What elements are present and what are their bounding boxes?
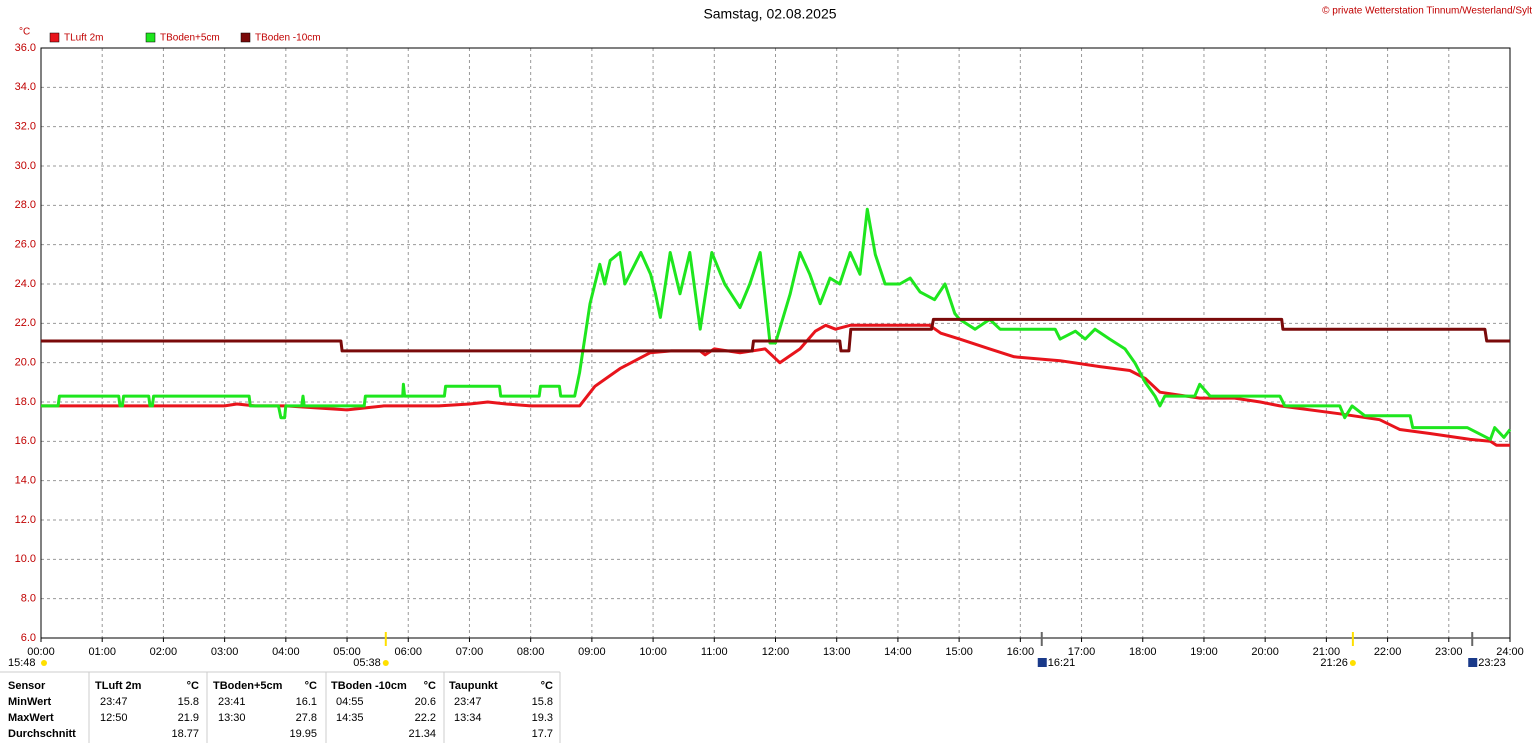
x-tick-label: 07:00	[456, 646, 484, 658]
table-time: 12:50	[100, 712, 128, 724]
y-tick-label: 16.0	[15, 435, 36, 447]
x-tick-label: 05:00	[333, 646, 361, 658]
x-tick-label: 11:00	[701, 646, 728, 658]
y-tick-label: 28.0	[15, 199, 36, 211]
legend-swatch	[145, 32, 156, 43]
x-tick-label: 06:00	[394, 646, 422, 658]
x-tick-label: 21:00	[1313, 646, 1341, 658]
y-tick-label: 12.0	[15, 514, 36, 526]
y-tick-label: 34.0	[15, 81, 36, 93]
table-time: 23:47	[454, 696, 482, 708]
x-tick-label: 24:00	[1496, 646, 1524, 658]
table-time: 04:55	[336, 696, 364, 708]
y-axis-unit: °C	[19, 27, 30, 38]
legend-swatch	[49, 32, 60, 43]
x-tick-label: 13:00	[823, 646, 851, 658]
table-time: 13:30	[218, 712, 246, 724]
x-tick-label: 17:00	[1068, 646, 1096, 658]
legend-label: TBoden -10cm	[255, 33, 321, 44]
moon-icon	[1037, 658, 1047, 667]
x-tick-label: 19:00	[1190, 646, 1218, 658]
table-value: 21.9	[178, 712, 199, 724]
sun-icon	[41, 660, 47, 666]
x-tick-label: 14:00	[884, 646, 912, 658]
table-value: 17.7	[532, 728, 553, 740]
table-header: TLuft 2m	[95, 680, 142, 692]
row-label: MinWert	[8, 696, 52, 708]
y-tick-label: 32.0	[15, 121, 36, 133]
sun-icon	[382, 660, 389, 666]
table-header: TBoden+5cm	[213, 680, 283, 692]
legend-label: TBoden+5cm	[160, 33, 220, 44]
y-tick-label: 20.0	[15, 357, 36, 369]
table-time: 13:34	[454, 712, 482, 724]
x-tick-label: 20:00	[1251, 646, 1279, 658]
table-value: 15.8	[178, 696, 199, 708]
table-value: 20.6	[415, 696, 436, 708]
table-time: 14:35	[336, 712, 364, 724]
table-value: 16.1	[296, 696, 317, 708]
moon-icon	[1468, 658, 1478, 667]
x-tick-label: 02:00	[150, 646, 178, 658]
x-tick-label: 08:00	[517, 646, 545, 658]
table-value: 21.34	[408, 728, 436, 740]
chart-title: Samstag, 02.08.2025	[703, 6, 836, 22]
table-value: 22.2	[415, 712, 436, 724]
legend-swatch	[240, 32, 251, 43]
legend-label: TLuft 2m	[64, 33, 103, 44]
row-label: Durchschnitt	[8, 728, 76, 740]
table-value: 18.77	[171, 728, 199, 740]
day-length: 15:48	[8, 657, 36, 669]
y-tick-label: 14.0	[15, 475, 36, 487]
table-header: °C	[305, 680, 317, 692]
table-header: °C	[187, 680, 199, 692]
y-tick-label: 36.0	[15, 42, 36, 54]
x-tick-label: 10:00	[639, 646, 667, 658]
row-label: MaxWert	[8, 712, 54, 724]
table-value: 15.8	[532, 696, 553, 708]
table-header: °C	[424, 680, 436, 692]
table-value: 19.95	[289, 728, 317, 740]
y-tick-label: 30.0	[15, 160, 36, 172]
plot-frame	[40, 47, 1511, 639]
table-value: 27.8	[296, 712, 317, 724]
copyright: © private Wetterstation Tinnum/Westerlan…	[1322, 6, 1532, 17]
table-value: 19.3	[532, 712, 553, 724]
series-line	[41, 207, 1512, 441]
x-tick-label: 09:00	[578, 646, 606, 658]
table-time: 23:47	[100, 696, 128, 708]
y-tick-label: 26.0	[15, 239, 36, 251]
x-tick-label: 22:00	[1374, 646, 1402, 658]
x-tick-label: 15:00	[945, 646, 973, 658]
table-header: Sensor	[8, 680, 46, 692]
event-label: 23:23	[1478, 657, 1506, 669]
x-tick-label: 01:00	[88, 646, 116, 658]
table-time: 23:41	[218, 696, 246, 708]
y-tick-label: 22.0	[15, 317, 36, 329]
x-tick-label: 18:00	[1129, 646, 1157, 658]
sun-icon	[1349, 660, 1356, 666]
x-tick-label: 12:00	[762, 646, 790, 658]
event-label: 21:26	[1320, 657, 1348, 669]
x-tick-label: 04:00	[272, 646, 300, 658]
x-tick-label: 16:00	[1007, 646, 1035, 658]
series-line	[41, 317, 1510, 353]
table-header: TBoden -10cm	[331, 680, 407, 692]
event-label: 05:38	[353, 657, 381, 669]
table-header: Taupunkt	[449, 680, 498, 692]
x-tick-label: 00:00	[27, 646, 55, 658]
stats-table: Sensor TLuft 2m °C TBoden+5cm °C TBoden -10cm…	[0, 671, 561, 743]
y-tick-label: 6.0	[21, 632, 36, 644]
event-label: 16:21	[1048, 657, 1076, 669]
x-tick-label: 03:00	[211, 646, 239, 658]
y-tick-label: 8.0	[21, 593, 36, 605]
table-header: °C	[541, 680, 553, 692]
y-tick-label: 24.0	[15, 278, 36, 290]
x-tick-label: 23:00	[1435, 646, 1463, 658]
y-tick-label: 18.0	[15, 396, 36, 408]
y-tick-label: 10.0	[15, 553, 36, 565]
